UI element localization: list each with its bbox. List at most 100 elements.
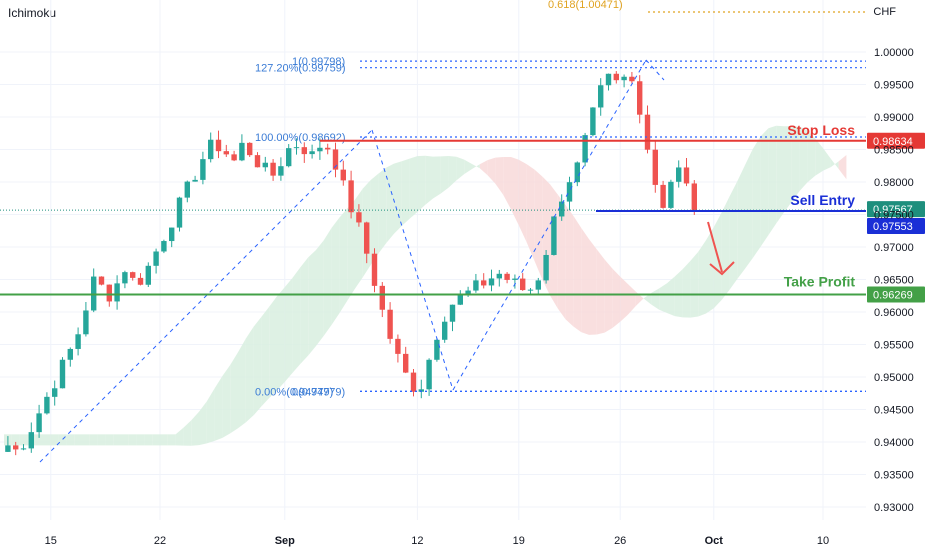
cloud-segment xyxy=(152,434,160,446)
cloud-segment xyxy=(308,249,316,356)
cloud-segment xyxy=(838,154,847,180)
cloud-segment xyxy=(557,194,566,320)
fib-level-label: 0.00%(0.94779) xyxy=(255,386,333,398)
cloud-segment xyxy=(50,434,59,446)
cloud-segment xyxy=(659,283,667,314)
candle-body xyxy=(520,278,526,291)
candle-body xyxy=(566,182,573,202)
stop-loss-tag-bg xyxy=(867,132,925,149)
cloud-segment xyxy=(214,376,223,441)
candle-body xyxy=(83,310,89,335)
cloud-segment xyxy=(674,269,683,318)
cloud-segment xyxy=(596,249,605,335)
cloud-segment xyxy=(526,164,535,261)
candle-body xyxy=(683,167,690,184)
cloud-segment xyxy=(464,159,472,175)
cloud-segment xyxy=(378,167,387,254)
price-tick-label: 0.93000 xyxy=(874,502,914,514)
candle-body xyxy=(169,227,175,242)
cloud-segment xyxy=(183,420,192,446)
price-tick-label: 0.93500 xyxy=(874,470,914,482)
cloud-segment xyxy=(386,163,394,244)
cloud-segment xyxy=(472,163,480,170)
candle-body xyxy=(613,73,619,81)
cloud-segment xyxy=(11,434,20,446)
candle-body xyxy=(605,73,612,86)
candle-body xyxy=(473,280,479,291)
cloud-segment xyxy=(339,208,348,314)
candle-body xyxy=(231,154,237,161)
candle-body xyxy=(278,166,284,176)
candle-body xyxy=(621,76,627,81)
take-profit-label: Take Profit xyxy=(784,274,856,290)
fib-level-label: 1(0.99798) xyxy=(292,56,345,68)
cloud-segment xyxy=(760,128,769,247)
candle-body xyxy=(426,359,432,390)
cloud-segment xyxy=(191,411,199,446)
cloud-segment xyxy=(206,388,215,444)
candle-body xyxy=(247,142,253,156)
candle-body xyxy=(395,338,401,354)
candle-body xyxy=(551,216,557,255)
cloud-segment xyxy=(230,352,238,434)
candle-body xyxy=(403,353,409,373)
candle-body xyxy=(28,432,34,449)
candle-body xyxy=(59,359,66,389)
cloud-segment xyxy=(222,364,231,438)
candle-body xyxy=(559,201,565,217)
candle-body xyxy=(356,212,362,223)
price-tick-label: 0.96000 xyxy=(874,307,914,319)
candle-body xyxy=(161,241,167,252)
time-tick-label: 10 xyxy=(817,535,829,547)
cloud-segment xyxy=(347,199,355,301)
cloud-segment xyxy=(612,268,621,328)
time-tick-label: 26 xyxy=(614,535,626,547)
cloud-segment xyxy=(277,287,285,391)
cloud-segment xyxy=(573,215,582,333)
fibonacci-levels: 0.618(1.00471) 1(0.99798)127.20%(0.99759)… xyxy=(39,0,866,463)
cloud-segment xyxy=(698,240,706,317)
cloud-segment xyxy=(448,156,457,188)
candle-body xyxy=(208,139,214,160)
price-tick-label: 0.98500 xyxy=(874,145,914,157)
cloud-segment xyxy=(409,156,418,219)
cloud-segment xyxy=(456,156,465,181)
cloud-segment xyxy=(300,257,309,364)
cloud-segment xyxy=(745,149,753,269)
candle-body xyxy=(145,265,151,285)
candle-body xyxy=(262,162,268,168)
fib-level-label: 0.618(1.00471) xyxy=(548,0,623,11)
time-tick-label: 22 xyxy=(154,535,166,547)
price-tick-label: 0.95500 xyxy=(874,340,914,352)
cloud-segment xyxy=(113,434,121,446)
candle-body xyxy=(200,159,206,180)
cloud-segment xyxy=(292,267,301,373)
candle-body xyxy=(442,321,448,340)
cloud-segment xyxy=(729,181,738,291)
price-tick-label: 0.97000 xyxy=(874,242,914,254)
cloud-segment xyxy=(316,240,324,346)
candle-body xyxy=(387,309,393,339)
candle-body xyxy=(574,162,580,183)
candle-body xyxy=(457,295,463,305)
candle-body xyxy=(340,169,346,181)
cloud-segment xyxy=(799,126,808,191)
cloud-segment xyxy=(620,276,628,322)
candle-body xyxy=(348,180,354,213)
cloud-segment xyxy=(245,326,254,423)
candle-body xyxy=(36,413,42,433)
candle-body xyxy=(192,179,198,182)
price-tick-label: 0.94000 xyxy=(874,437,914,449)
candle-body xyxy=(98,276,105,285)
candle-body xyxy=(130,272,136,278)
cloud-segment xyxy=(425,155,433,205)
time-tick-label: 15 xyxy=(45,535,57,547)
cloud-segment xyxy=(643,292,652,305)
cloud-segment xyxy=(433,156,441,199)
candle-body xyxy=(434,339,440,360)
time-axis: 15 22 Sep 12 19 26 Oct 10 xyxy=(45,535,829,547)
cloud-segment xyxy=(284,277,293,382)
candle-body xyxy=(637,81,643,115)
